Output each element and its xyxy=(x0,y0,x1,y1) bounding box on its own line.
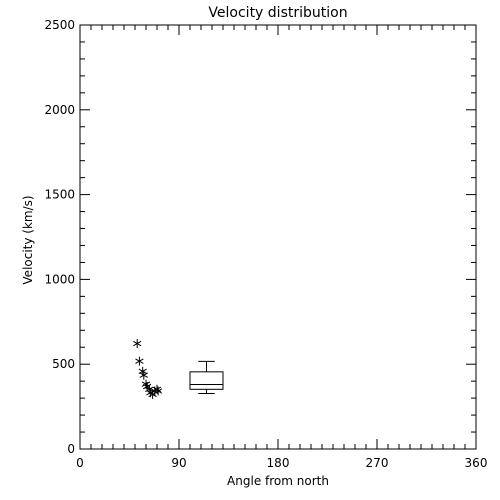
data-point xyxy=(135,356,144,366)
y-tick-label: 1000 xyxy=(44,272,75,286)
axis-ticks: 0 90 180 270 360 0 500 1000 1500 2000 2500 xyxy=(44,18,487,470)
asterisk-stroke xyxy=(145,386,154,392)
plot-frame xyxy=(79,24,477,450)
y-tick-label: 0 xyxy=(67,442,75,456)
x-tick-label: 180 xyxy=(267,456,290,470)
data-point xyxy=(152,384,162,394)
x-tick-label: 90 xyxy=(171,456,186,470)
y-tick-label: 500 xyxy=(52,357,75,371)
x-axis-label: Angle from north xyxy=(227,474,329,488)
x-tick-label: 0 xyxy=(76,456,84,470)
box-iqr xyxy=(189,371,224,390)
data-point xyxy=(153,386,163,396)
boxplot xyxy=(189,360,224,395)
data-points xyxy=(133,339,163,399)
asterisk-stroke xyxy=(133,340,142,347)
asterisk-stroke xyxy=(153,388,163,394)
asterisk-stroke xyxy=(148,391,157,398)
asterisk-stroke xyxy=(138,368,147,375)
y-tick-label: 1500 xyxy=(44,188,75,202)
y-tick-label: 2500 xyxy=(44,18,75,32)
y-tick-label: 2000 xyxy=(44,103,75,117)
asterisk-stroke xyxy=(152,386,162,392)
x-tick-label: 360 xyxy=(465,456,488,470)
asterisk-stroke xyxy=(135,358,144,364)
chart-title: Velocity distribution xyxy=(208,5,347,21)
y-axis-label: Velocity (km/s) xyxy=(21,195,35,284)
x-tick-label: 270 xyxy=(366,456,389,470)
data-point xyxy=(139,370,148,380)
asterisk-stroke xyxy=(139,372,148,378)
data-point xyxy=(133,339,142,349)
